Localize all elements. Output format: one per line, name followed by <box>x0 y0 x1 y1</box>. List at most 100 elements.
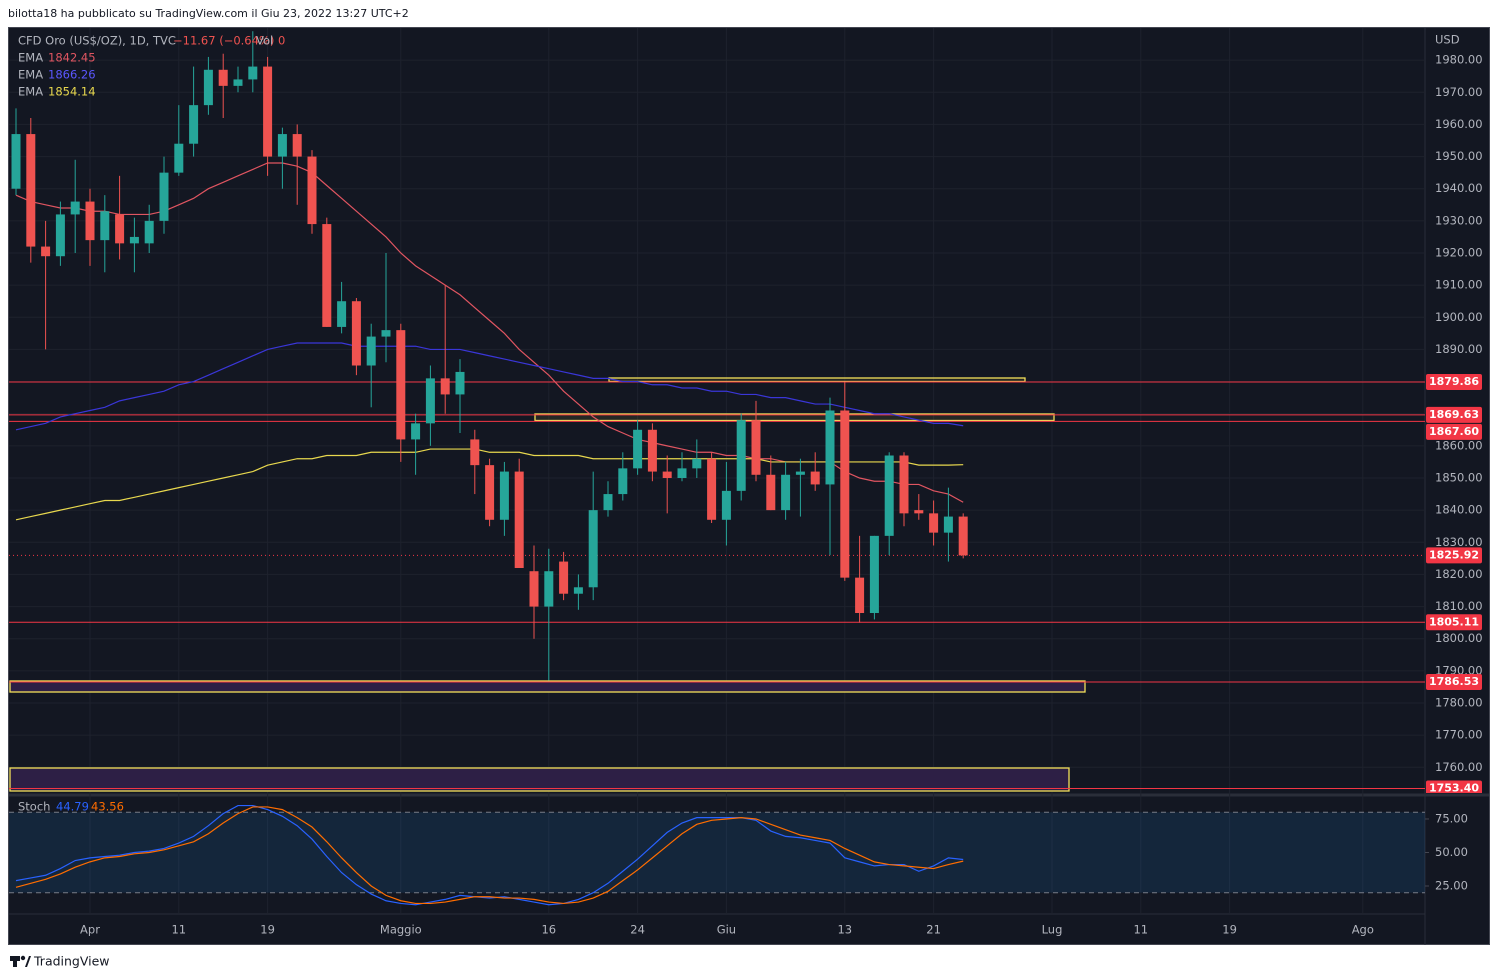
candle-body <box>411 423 421 440</box>
price-tag-label: 1825.92 <box>1429 548 1479 561</box>
stoch-title: Stoch <box>18 800 50 814</box>
candle-body <box>85 201 95 241</box>
candle-body <box>751 420 761 475</box>
candle-body <box>603 494 613 511</box>
candle-body <box>855 577 865 613</box>
candle-body <box>707 458 717 520</box>
candle-body <box>322 224 332 327</box>
candle-body <box>766 474 776 511</box>
candle-body <box>41 246 51 257</box>
x-tick-label: Lug <box>1042 923 1063 937</box>
candle-body <box>307 156 317 225</box>
y-tick-label: 1960.00 <box>1435 117 1483 131</box>
price-tag <box>1426 547 1482 564</box>
candle-body <box>351 301 361 366</box>
candle-body <box>736 420 746 491</box>
candle-body <box>11 134 21 189</box>
y-tick-label: 25.00 <box>1435 878 1468 892</box>
candle-body <box>721 490 731 520</box>
price-tag <box>1426 614 1482 631</box>
price-tag-label: 1867.60 <box>1429 425 1479 438</box>
candle-body <box>781 474 791 511</box>
candle-body <box>899 455 909 514</box>
candle-body <box>618 468 628 495</box>
ema-value: 1842.45 <box>48 51 96 65</box>
candle-body <box>499 471 509 520</box>
candle-body <box>277 134 287 157</box>
price-tag <box>1426 423 1482 440</box>
candle-body <box>514 471 524 568</box>
candle-body <box>825 410 835 485</box>
zone-rectangle <box>534 413 1055 422</box>
y-tick-label: 1760.00 <box>1435 760 1483 774</box>
candle-body <box>573 587 583 594</box>
candle-body <box>366 336 376 366</box>
candle-body <box>662 471 672 478</box>
price-tag-label: 1805.11 <box>1429 615 1479 628</box>
zone-rectangle <box>9 680 1086 693</box>
candle-body <box>26 134 36 247</box>
candle-body <box>485 465 495 520</box>
footer-brand: TradingView <box>33 954 110 969</box>
y-tick-label: 1780.00 <box>1435 696 1483 710</box>
candle-body <box>795 471 805 475</box>
currency-label: USD <box>1435 33 1460 47</box>
candle-body <box>174 143 184 173</box>
logo-mark <box>13 956 17 967</box>
y-tick-label: 1930.00 <box>1435 213 1483 227</box>
footer-logo <box>10 955 31 967</box>
y-tick-label: 1840.00 <box>1435 503 1483 517</box>
candle-body <box>440 378 450 395</box>
candle-body <box>647 429 657 472</box>
x-tick-label: Apr <box>80 923 100 937</box>
stoch-k-value: 44.79 <box>56 800 89 814</box>
candle-body <box>633 429 643 469</box>
price-tag-label: 1879.86 <box>1429 375 1479 388</box>
ema-value: 1866.26 <box>48 68 96 82</box>
x-tick-label: Ago <box>1352 923 1374 937</box>
candle-body <box>381 330 391 337</box>
y-tick-label: 50.00 <box>1435 845 1468 859</box>
stoch-plot <box>9 804 1425 906</box>
price-tag-label: 1753.40 <box>1429 782 1479 795</box>
logo-mark <box>25 956 31 967</box>
candle-body <box>396 330 406 440</box>
y-tick-label: 1970.00 <box>1435 85 1483 99</box>
ema-value: 1854.14 <box>48 85 96 99</box>
x-tick-label: 13 <box>837 923 852 937</box>
candle-body <box>455 371 465 395</box>
x-tick-label: Giu <box>717 923 736 937</box>
zone-rectangle <box>9 767 1070 792</box>
chart-area <box>8 27 1490 945</box>
x-tick-label: 19 <box>1222 923 1237 937</box>
candle-body <box>929 513 939 533</box>
y-tick-label: 1810.00 <box>1435 599 1483 613</box>
x-tick-label: 16 <box>541 923 556 937</box>
y-tick-label: 1940.00 <box>1435 181 1483 195</box>
candle-body <box>810 471 820 485</box>
symbol-label: CFD Oro (US$/OZ), 1D, TVC <box>18 34 176 48</box>
candle-body <box>189 105 199 144</box>
y-tick-label: 1900.00 <box>1435 310 1483 324</box>
price-tag <box>1426 406 1482 423</box>
candle-body <box>203 69 213 106</box>
candle-body <box>55 214 65 257</box>
candle-body <box>544 571 554 607</box>
y-tick-label: 1800.00 <box>1435 631 1483 645</box>
candle-body <box>100 211 110 241</box>
y-tick-label: 1830.00 <box>1435 535 1483 549</box>
candle-body <box>588 510 598 588</box>
y-tick-label: 1980.00 <box>1435 53 1483 67</box>
y-tick-label: 1820.00 <box>1435 567 1483 581</box>
price-tag-label: 1869.63 <box>1429 408 1479 421</box>
candle-body <box>292 134 302 157</box>
candle-body <box>144 220 154 244</box>
y-tick-label: 1920.00 <box>1435 246 1483 260</box>
x-tick-label: 21 <box>926 923 941 937</box>
candle-body <box>337 301 347 327</box>
y-tick-label: 1950.00 <box>1435 149 1483 163</box>
y-tick-label: 1890.00 <box>1435 342 1483 356</box>
zone-rectangle <box>608 377 1026 383</box>
